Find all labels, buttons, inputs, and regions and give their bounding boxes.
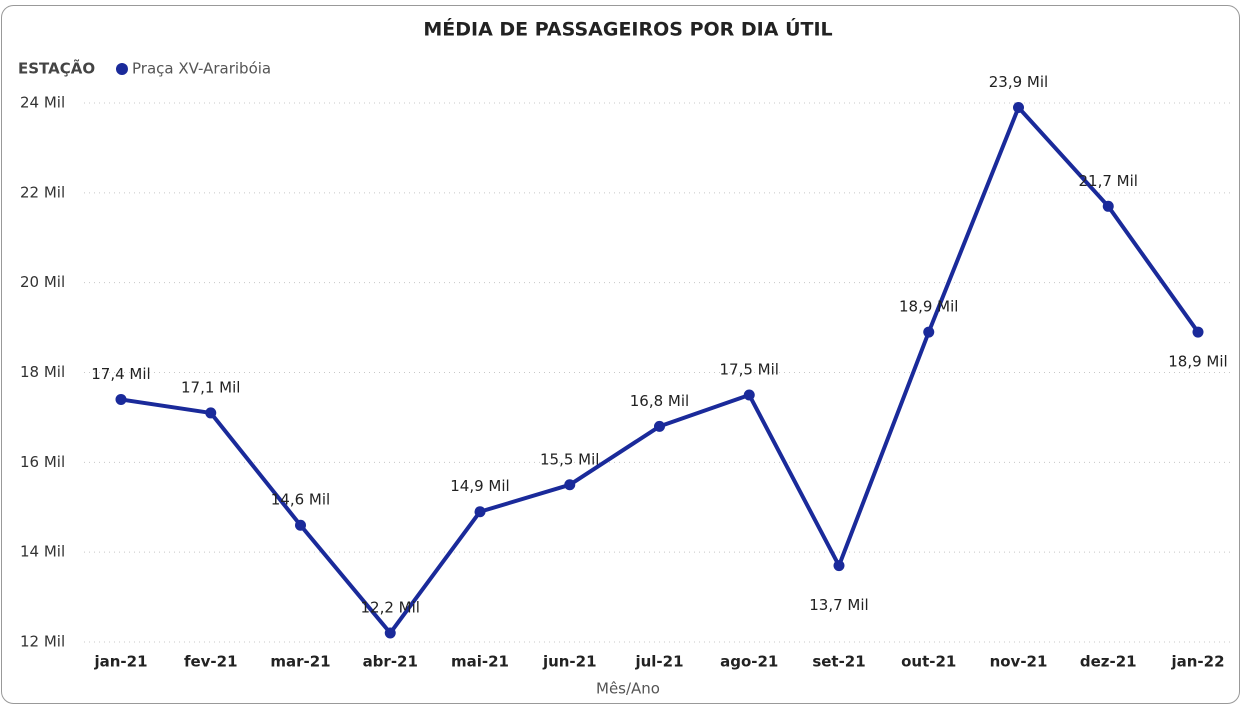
- point: [295, 519, 306, 531]
- x-axis-label: Mês/Ano: [596, 680, 660, 698]
- legend-marker: [116, 63, 128, 75]
- point: [923, 326, 935, 338]
- x-tick-label: jan-21: [93, 653, 147, 671]
- point: [115, 393, 127, 405]
- data-label: 21,7 Mil: [1079, 172, 1138, 190]
- data-label: 13,7 Mil: [809, 596, 868, 614]
- data-label: 14,6 Mil: [271, 491, 330, 509]
- x-tick-label: abr-21: [363, 653, 418, 671]
- x-tick-label: jul-21: [634, 653, 683, 671]
- data-label: 15,5 Mil: [540, 450, 599, 468]
- point: [205, 407, 217, 419]
- point: [384, 627, 396, 639]
- point: [743, 389, 755, 401]
- point: [1192, 326, 1204, 338]
- legend-label: Praça XV-Araribóia: [132, 60, 271, 78]
- x-tick-label: out-21: [901, 653, 956, 671]
- data-label: 17,4 Mil: [91, 365, 150, 383]
- chart-title: MÉDIA DE PASSAGEIROS POR DIA ÚTIL: [423, 17, 832, 41]
- y-tick-label: 16 Mil: [20, 453, 65, 471]
- data-label: 18,9 Mil: [899, 298, 958, 316]
- data-label: 12,2 Mil: [361, 599, 420, 617]
- data-label: 16,8 Mil: [630, 392, 689, 410]
- y-tick-label: 12 Mil: [20, 633, 65, 651]
- point: [654, 420, 665, 432]
- point: [1102, 200, 1114, 212]
- y-tick-label: 18 Mil: [20, 363, 65, 381]
- x-tick-label: fev-21: [184, 653, 238, 671]
- x-tick-label: mar-21: [270, 653, 330, 671]
- data-label: 14,9 Mil: [450, 477, 509, 495]
- x-tick-label: nov-21: [990, 653, 1048, 671]
- x-tick-label: set-21: [812, 653, 865, 671]
- x-tick-label: dez-21: [1080, 653, 1137, 671]
- y-tick-label: 20 Mil: [20, 273, 65, 291]
- x-tick-label: ago-21: [720, 653, 778, 671]
- y-tick-label: 22 Mil: [20, 183, 65, 201]
- x-tick-label: jan-22: [1170, 653, 1224, 671]
- data-label: 17,1 Mil: [181, 378, 240, 396]
- x-tick-label: jun-21: [542, 653, 597, 671]
- y-tick-label: 24 Mil: [20, 94, 65, 112]
- frame: [1, 5, 1240, 704]
- point: [474, 506, 486, 518]
- point: [833, 560, 845, 572]
- point: [564, 479, 576, 491]
- y-tick-label: 14 Mil: [20, 543, 65, 561]
- data-label: 18,9 Mil: [1168, 353, 1227, 371]
- point: [1013, 101, 1024, 113]
- data-label: 23,9 Mil: [989, 73, 1048, 91]
- data-label: 17,5 Mil: [720, 360, 779, 378]
- x-tick-label: mai-21: [451, 653, 509, 671]
- legend-title: ESTAÇÃO: [18, 59, 95, 78]
